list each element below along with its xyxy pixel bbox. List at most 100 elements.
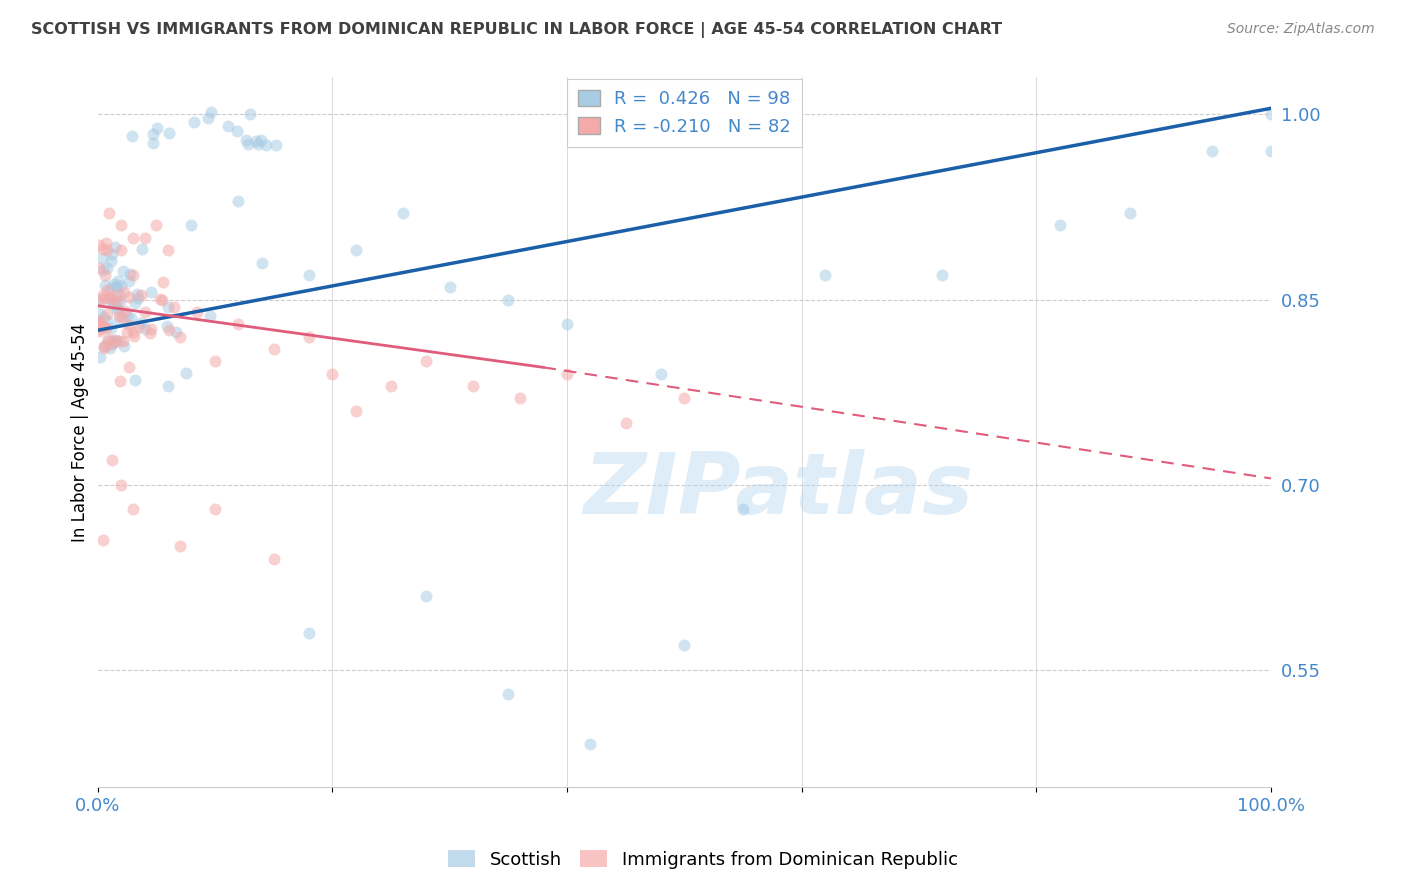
Point [96, 334, 118, 348]
Point [87, 318, 110, 333]
Point [225, 124, 247, 138]
Point [579, 737, 602, 751]
Point [149, 292, 172, 306]
Point [115, 325, 138, 339]
Point [127, 287, 149, 301]
Point [250, 255, 273, 269]
Point [93, 339, 115, 353]
Point [96, 283, 118, 297]
Point [731, 502, 754, 516]
Point [94, 236, 117, 251]
Point [103, 334, 125, 349]
Point [91, 242, 114, 256]
Point [115, 310, 138, 324]
Point [100, 247, 122, 261]
Point [110, 219, 132, 233]
Point [238, 136, 260, 151]
Point [87, 322, 110, 336]
Point [200, 105, 222, 120]
Point [110, 294, 132, 309]
Point [87, 314, 110, 328]
Point [118, 267, 141, 281]
Point [100, 336, 122, 351]
Point [100, 254, 122, 268]
Point [103, 293, 125, 308]
Point [128, 320, 150, 334]
Point [89, 292, 111, 306]
Point [89, 324, 111, 338]
Point [204, 354, 226, 368]
Point [461, 379, 484, 393]
Point [142, 136, 165, 151]
Point [93, 339, 115, 353]
Point [157, 126, 180, 140]
Point [107, 274, 129, 288]
Point [129, 288, 152, 302]
Point [93, 310, 115, 325]
Point [249, 133, 271, 147]
Point [129, 316, 152, 330]
Point [415, 354, 437, 368]
Point [93, 320, 115, 334]
Point [118, 318, 141, 333]
Point [555, 317, 578, 331]
Point [150, 293, 173, 307]
Point [103, 277, 125, 292]
Point [509, 391, 531, 405]
Point [108, 287, 131, 301]
Point [1049, 219, 1071, 233]
Point [204, 502, 226, 516]
Point [228, 194, 250, 208]
Point [104, 239, 127, 253]
Point [245, 134, 267, 148]
Point [90, 252, 112, 266]
Point [1119, 206, 1142, 220]
Point [91, 318, 114, 333]
Point [197, 112, 219, 126]
Point [105, 280, 128, 294]
Point [103, 297, 125, 311]
Point [650, 367, 672, 381]
Point [931, 268, 953, 282]
Point [263, 342, 285, 356]
Point [198, 310, 221, 324]
Point [321, 367, 343, 381]
Point [344, 403, 367, 417]
Point [100, 453, 122, 467]
Point [673, 638, 696, 652]
Point [107, 310, 129, 324]
Point [100, 292, 122, 306]
Point [104, 334, 127, 349]
Point [107, 301, 129, 316]
Point [101, 334, 124, 348]
Point [93, 533, 115, 547]
Point [97, 332, 120, 346]
Point [122, 326, 145, 340]
Point [496, 687, 519, 701]
Point [87, 315, 110, 329]
Point [94, 320, 117, 334]
Point [246, 137, 269, 152]
Point [114, 339, 136, 353]
Point [111, 310, 134, 325]
Point [118, 359, 141, 374]
Point [108, 334, 131, 348]
Point [134, 231, 156, 245]
Point [97, 293, 120, 307]
Point [98, 342, 121, 356]
Point [344, 243, 367, 257]
Point [139, 326, 162, 340]
Point [124, 296, 146, 310]
Point [118, 290, 141, 304]
Legend: R =  0.426   N = 98, R = -0.210   N = 82: R = 0.426 N = 98, R = -0.210 N = 82 [567, 79, 801, 146]
Point [1260, 107, 1282, 121]
Point [165, 325, 187, 339]
Point [134, 305, 156, 319]
Text: Source: ZipAtlas.com: Source: ZipAtlas.com [1227, 22, 1375, 37]
Point [217, 119, 239, 133]
Point [93, 263, 115, 277]
Point [87, 260, 110, 275]
Point [183, 115, 205, 129]
Point [108, 313, 131, 327]
Point [139, 285, 162, 299]
